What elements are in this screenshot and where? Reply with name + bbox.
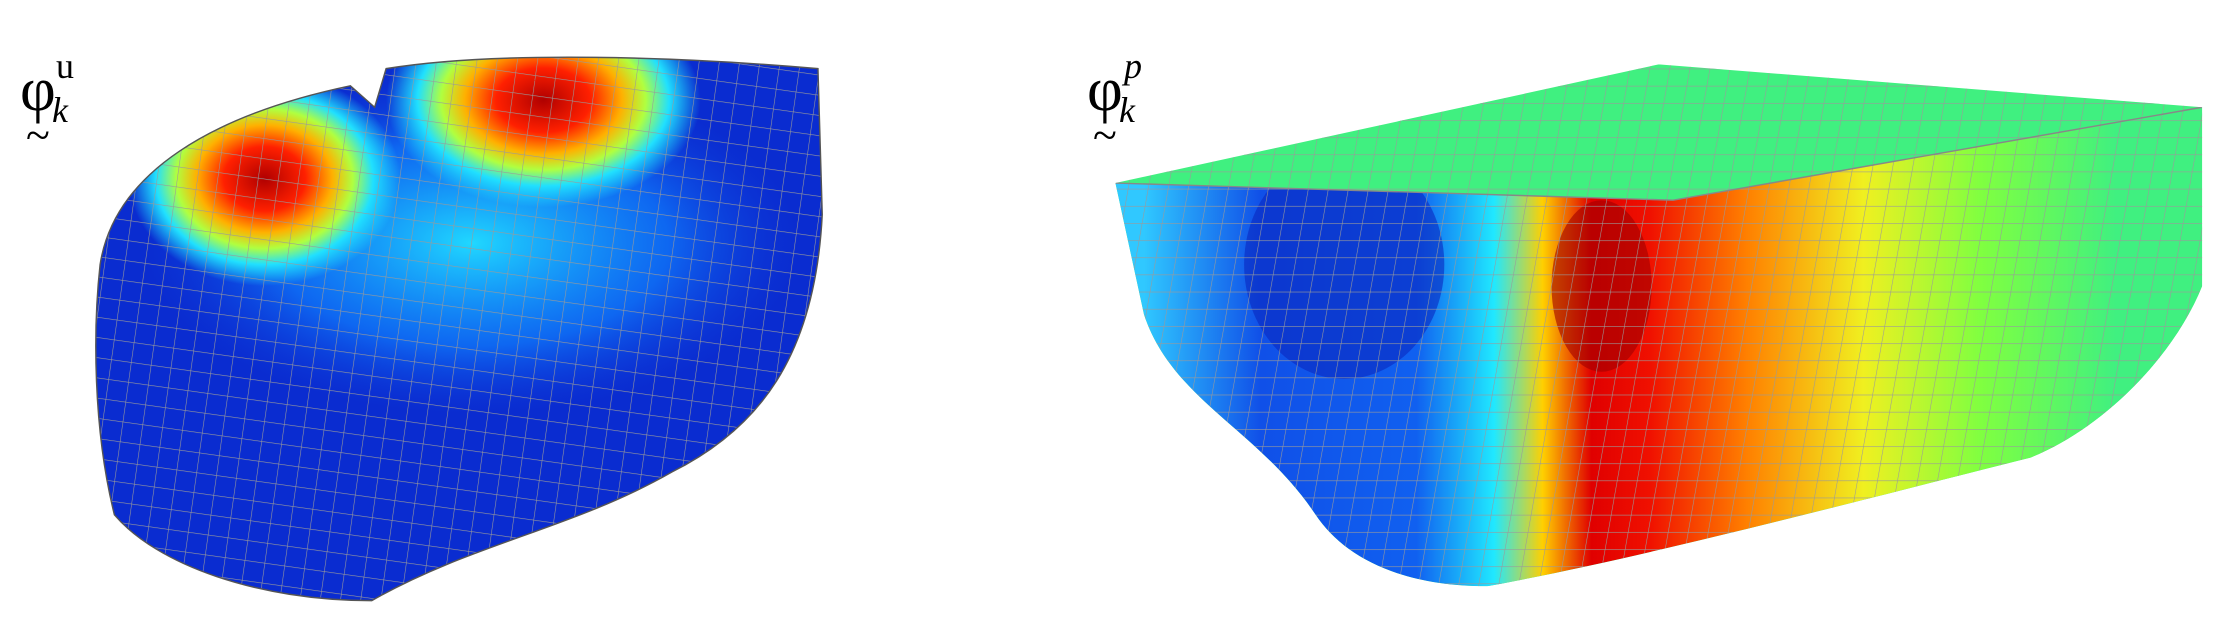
subscript: k: [1119, 90, 1136, 130]
subscript: k: [52, 90, 69, 130]
mode-shape-u: [95, 57, 823, 601]
superscript: u: [56, 46, 74, 86]
symbol: φ: [1087, 56, 1123, 124]
mode-shape-p: [1115, 64, 2203, 587]
panels: [95, 56, 2203, 602]
underscript: ~: [1093, 111, 1117, 160]
superscript: p: [1121, 46, 1142, 86]
outline-u: [95, 56, 823, 602]
underscript: ~: [26, 111, 50, 160]
label-u: φ k u ~: [20, 46, 74, 160]
symbol: φ: [20, 56, 56, 124]
label-p: φ k p ~: [1087, 46, 1142, 160]
